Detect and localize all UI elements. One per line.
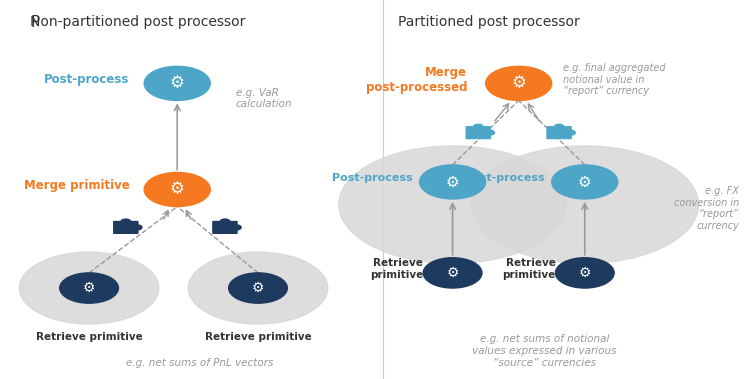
Circle shape <box>473 124 483 129</box>
Text: e.g. net sums of notional
values expressed in various
“source” currencies: e.g. net sums of notional values express… <box>472 334 616 368</box>
FancyBboxPatch shape <box>212 221 238 234</box>
Text: Partitioned post processor: Partitioned post processor <box>398 15 579 29</box>
Circle shape <box>339 146 566 263</box>
Circle shape <box>232 225 241 230</box>
Text: Retrieve
primitive: Retrieve primitive <box>370 258 423 280</box>
Text: ⚙: ⚙ <box>578 266 591 280</box>
Text: ⚙: ⚙ <box>170 180 184 199</box>
Text: ⚙: ⚙ <box>446 266 459 280</box>
Circle shape <box>144 172 210 207</box>
Text: Retrieve primitive: Retrieve primitive <box>36 332 142 341</box>
Text: Merge
post-processed: Merge post-processed <box>366 66 467 94</box>
Circle shape <box>188 252 328 324</box>
Text: e.g. VaR
calculation: e.g. VaR calculation <box>236 88 292 109</box>
FancyBboxPatch shape <box>546 126 572 139</box>
Text: Retrieve primitive: Retrieve primitive <box>205 332 311 341</box>
Text: Post-process: Post-process <box>44 73 130 86</box>
Text: ⚙: ⚙ <box>512 74 526 92</box>
Text: ⚙: ⚙ <box>578 174 592 190</box>
Circle shape <box>144 66 210 100</box>
Circle shape <box>556 258 614 288</box>
Circle shape <box>419 165 486 199</box>
Text: Post-process: Post-process <box>464 173 544 183</box>
Text: e.g. final aggregated
notional value in
“report” currency: e.g. final aggregated notional value in … <box>562 63 665 96</box>
Text: Non-partitioned post processor: Non-partitioned post processor <box>30 15 246 29</box>
Text: e.g. FX
conversion in
“report”
currency: e.g. FX conversion in “report” currency <box>674 186 739 231</box>
Text: ⚙: ⚙ <box>82 281 95 295</box>
Circle shape <box>60 273 118 303</box>
Text: Retrieve
primitive: Retrieve primitive <box>503 258 556 280</box>
Text: ⚙: ⚙ <box>446 174 460 190</box>
Circle shape <box>220 219 230 224</box>
Circle shape <box>121 219 130 224</box>
Circle shape <box>471 146 698 263</box>
Circle shape <box>484 130 494 135</box>
Circle shape <box>552 165 618 199</box>
Circle shape <box>486 66 552 100</box>
Text: Merge primitive: Merge primitive <box>24 179 130 192</box>
Text: ⚙: ⚙ <box>252 281 264 295</box>
Text: P: P <box>30 15 40 30</box>
Circle shape <box>229 273 287 303</box>
Circle shape <box>132 225 142 230</box>
Text: Post-process: Post-process <box>332 173 412 183</box>
Text: ⚙: ⚙ <box>170 74 184 92</box>
FancyBboxPatch shape <box>113 221 139 234</box>
Text: e.g. net sums of PnL vectors: e.g. net sums of PnL vectors <box>125 358 273 368</box>
FancyBboxPatch shape <box>466 126 491 139</box>
Circle shape <box>566 130 575 135</box>
Circle shape <box>20 252 159 324</box>
Circle shape <box>423 258 482 288</box>
Circle shape <box>554 124 564 129</box>
